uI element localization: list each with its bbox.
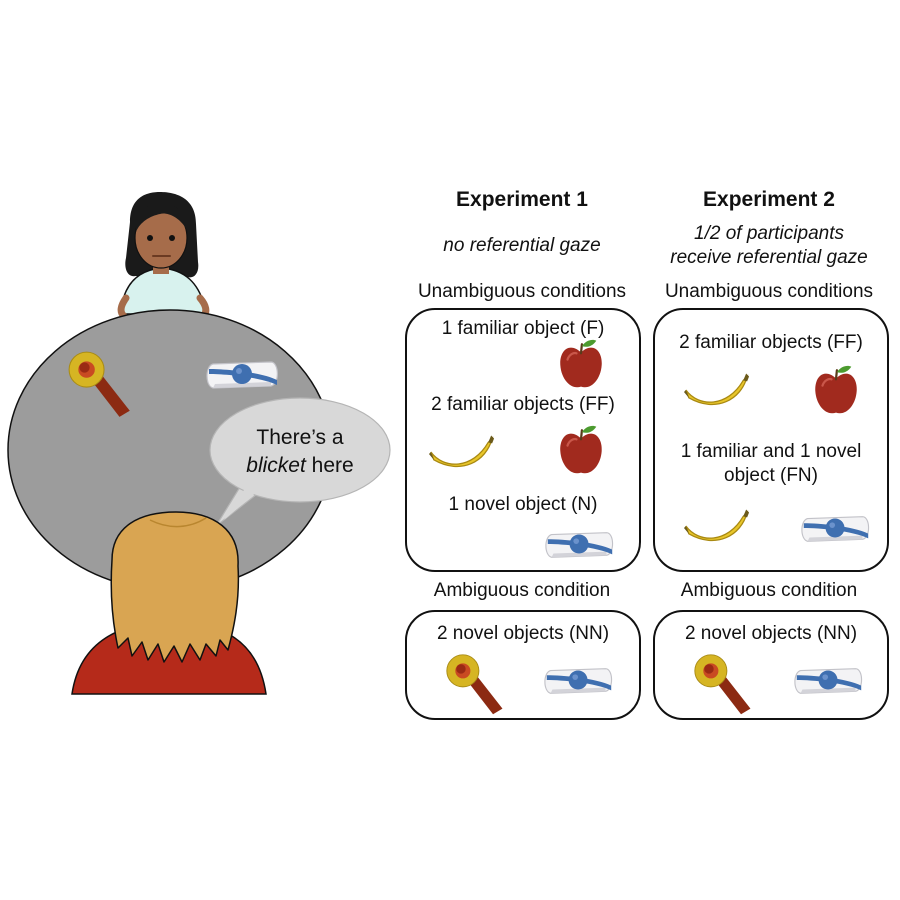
experiment1-subtitle: no referential gaze bbox=[443, 235, 601, 256]
novel-object-yellow-icon bbox=[444, 652, 510, 718]
novel-object-blue-icon bbox=[543, 660, 615, 700]
novel-object-blue-icon bbox=[206, 361, 278, 389]
experiment2-ambiguous-heading: Ambiguous condition bbox=[680, 580, 858, 601]
speaker-figure bbox=[117, 192, 210, 320]
exp1-condition-nn-label: 2 novel objects (NN) bbox=[436, 623, 610, 644]
experiment2-unambiguous-heading: Unambiguous conditions bbox=[664, 281, 874, 302]
experiment2-unambiguous-box bbox=[653, 308, 889, 572]
experiment2-ambiguous-box bbox=[653, 610, 889, 720]
experiment1-unambiguous-box bbox=[405, 308, 641, 572]
novel-object-blue-icon bbox=[800, 508, 872, 548]
exp2-condition-fn-line1: 1 familiar and 1 novel bbox=[680, 441, 862, 462]
experiment1-ambiguous-heading: Ambiguous condition bbox=[433, 580, 611, 601]
exp2-condition-nn-label: 2 novel objects (NN) bbox=[684, 623, 858, 644]
exp1-condition-n-label: 1 novel object (N) bbox=[448, 494, 598, 515]
experiment2-title: Experiment 2 bbox=[703, 188, 835, 211]
novel-object-blue-icon bbox=[544, 524, 616, 564]
exp1-condition-ff-label: 2 familiar objects (FF) bbox=[431, 394, 615, 415]
novel-word: blicket bbox=[246, 454, 306, 477]
banana-icon bbox=[428, 434, 496, 474]
banana-icon bbox=[683, 372, 751, 412]
apple-icon bbox=[558, 338, 604, 392]
speech-line-2-rest: here bbox=[305, 454, 354, 477]
speech-line-1: There’s a bbox=[256, 426, 344, 449]
exp2-condition-ff-label: 2 familiar objects (FF) bbox=[679, 332, 863, 353]
novel-object-blue-icon bbox=[793, 660, 865, 700]
experiment1-title: Experiment 1 bbox=[456, 188, 588, 211]
exp2-condition-fn-label: 1 familiar and 1 novel object (FN) bbox=[653, 440, 889, 488]
exp2-condition-fn-line2: object (FN) bbox=[724, 465, 818, 486]
experiment1-unambiguous-heading: Unambiguous conditions bbox=[417, 281, 627, 302]
novel-object-yellow-icon bbox=[692, 652, 758, 718]
banana-icon bbox=[683, 508, 751, 548]
speech-line-2: blicket here bbox=[220, 452, 380, 480]
experiment2-subtitle: 1/2 of participants receive referential … bbox=[645, 222, 893, 270]
apple-icon bbox=[813, 364, 859, 418]
apple-icon bbox=[558, 424, 604, 478]
speech-bubble bbox=[209, 397, 391, 527]
experiment1-ambiguous-box bbox=[405, 610, 641, 720]
child-figure bbox=[71, 511, 267, 695]
speech-bubble-text: There’s a blicket here bbox=[220, 424, 380, 480]
experiment2-subtitle-line1: 1/2 of participants bbox=[694, 223, 844, 244]
experiment2-subtitle-line2: receive referential gaze bbox=[670, 247, 868, 268]
exp1-condition-f-label: 1 familiar object (F) bbox=[441, 318, 605, 339]
